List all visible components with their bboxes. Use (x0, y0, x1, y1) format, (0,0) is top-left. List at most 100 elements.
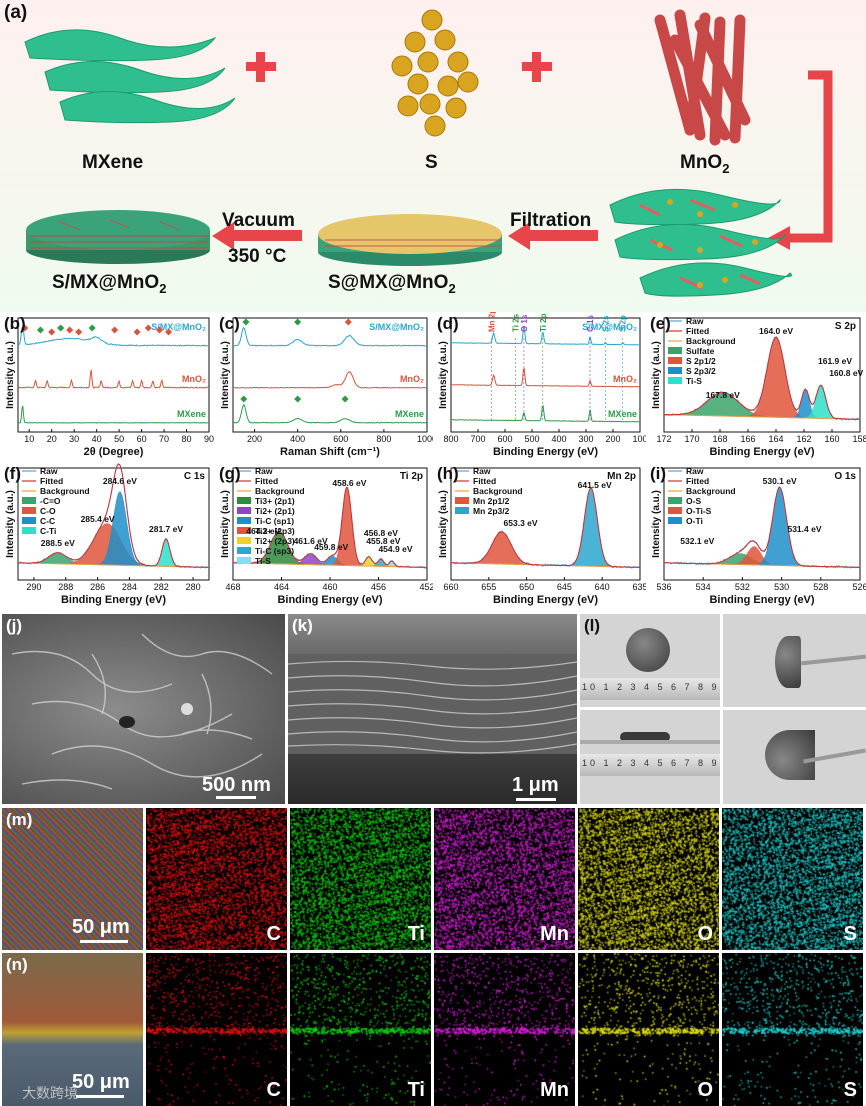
y-axis-label: Intensity (a.u.) (651, 341, 662, 409)
y-axis-label: Intensity (a.u.) (438, 490, 449, 558)
series-label: MXene (177, 409, 206, 419)
y-axis-label: Intensity (a.u.) (220, 341, 231, 409)
peak-label: 464.2 eV (246, 526, 280, 536)
plot-frame (450, 317, 641, 433)
x-tick-label: 172 (656, 434, 671, 444)
series-line (232, 326, 428, 347)
mxene-label: MXene (82, 152, 144, 173)
temperature-label: 350 °C (228, 246, 287, 267)
sem-image-j: (j) 500 nm (2, 614, 285, 804)
panel-h-label: (h) (437, 464, 459, 483)
plot-frame (17, 317, 210, 433)
x-tick-label: 164 (768, 434, 783, 444)
scale-bar (76, 1095, 124, 1098)
chart-d: 800 700 600 500 400 300 200 100 Binding Energy (… (433, 309, 648, 462)
scale-label-n: 50 μm (72, 1071, 130, 1093)
chart-title: O 1s (834, 471, 856, 482)
sem-image-k: (k) 1 μm (288, 614, 577, 804)
panel-a-schematic (24, 9, 833, 297)
x-tick-label: 200 (605, 434, 620, 444)
legend-swatch (22, 507, 36, 514)
peak-label: 164.0 eV (759, 326, 793, 336)
x-tick-label: 162 (796, 434, 811, 444)
peak-annotation: O 1s (520, 314, 529, 332)
legend-label: Fitted (40, 476, 63, 486)
legend-label: Ti2+ (2p3) (255, 536, 295, 546)
phase-marker (66, 326, 74, 334)
x-axis-label: Binding Energy (eV) (709, 594, 814, 606)
plot-frame (450, 467, 641, 581)
panel-i-label: (i) (650, 464, 667, 483)
eds-element-label: O (697, 1079, 713, 1101)
x-tick-label: 532 (735, 582, 750, 592)
eds-element-label: Ti (407, 923, 425, 945)
legend-label: -C=O (40, 496, 61, 506)
y-axis-label: Intensity (a.u.) (220, 490, 231, 558)
series-line (450, 404, 641, 423)
legend-label: O-Ti (686, 516, 703, 526)
x-tick-label: 800 (443, 434, 458, 444)
panel-c-label: (c) (219, 314, 240, 333)
watermark: 大数跨境 (22, 1086, 78, 1102)
photo-folded-film (723, 710, 866, 804)
legend-swatch (237, 527, 251, 534)
panel-g-label: (g) (219, 464, 241, 483)
y-axis-label: Intensity (a.u.) (5, 490, 16, 558)
legend-label: S 2p1/2 (686, 356, 716, 366)
peak-annotation: S 2s (601, 315, 610, 332)
x-tick-label: 600 (333, 434, 348, 444)
x-tick-label: 282 (154, 582, 169, 592)
phase-marker (294, 395, 302, 403)
legend-label: Background (686, 336, 736, 346)
photo-panel-l: 10 1 2 3 4 5 6 7 8 9 10 1 2 3 4 5 6 7 8 … (580, 614, 866, 804)
legend-label: Mn 2p3/2 (473, 506, 510, 516)
smxm-disc (318, 214, 502, 266)
sulfur-spheres (391, 9, 479, 137)
legend-label: Raw (473, 466, 491, 476)
legend-swatch (22, 497, 36, 504)
x-tick-label: 645 (557, 582, 572, 592)
x-tick-label: 534 (696, 582, 711, 592)
x-tick-label: 160 (824, 434, 839, 444)
fitted-line (233, 486, 427, 568)
photo-rolled-film: 10 1 2 3 4 5 6 7 8 9 (580, 710, 720, 804)
legend-label: Ti3+ (2p1) (255, 496, 295, 506)
legend-swatch (237, 557, 251, 564)
y-axis-label: Intensity (a.u.) (438, 341, 449, 409)
series-label: S/MX@MnO₂ (582, 322, 637, 332)
x-tick-label: 452 (419, 582, 433, 592)
x-tick-label: 166 (740, 434, 755, 444)
x-tick-label: 536 (656, 582, 671, 592)
vacuum-label: Vacuum (222, 210, 295, 231)
eds-map-ti: Ti (290, 953, 431, 1106)
series-line (232, 404, 428, 424)
eds-map-o: O (578, 953, 719, 1106)
legend-swatch (237, 537, 251, 544)
x-tick-label: 158 (852, 434, 866, 444)
legend-swatch (668, 347, 682, 354)
peak-label: 532.1 eV (680, 536, 714, 546)
x-tick-label: 60 (137, 434, 147, 444)
mno2-label: MnO2 (680, 152, 730, 176)
legend-swatch (237, 547, 251, 554)
panel-f-label: (f) (4, 464, 21, 483)
mxene-sheets (24, 29, 236, 124)
panel-l-label: (l) (584, 616, 601, 635)
fitted-line (451, 487, 640, 568)
series-line (450, 325, 641, 346)
eds-element-label: Mn (540, 1079, 569, 1101)
phase-marker (156, 326, 164, 334)
peak-label: 641.5 eV (578, 480, 612, 490)
chart-title: Ti 2p (400, 471, 423, 482)
peak-label: 167.8 eV (706, 390, 740, 400)
y-axis-label: Intensity (a.u.) (651, 490, 662, 558)
x-tick-label: 655 (481, 582, 496, 592)
plus-icon (246, 52, 276, 82)
x-tick-label: 284 (122, 582, 137, 592)
x-tick-label: 526 (852, 582, 866, 592)
legend-label: C-C (40, 516, 55, 526)
scale-bar (80, 940, 128, 943)
arrow-icon (508, 222, 530, 250)
legend-label: Ti3+ (2p3) (255, 526, 295, 536)
arrow-icon (212, 222, 234, 250)
